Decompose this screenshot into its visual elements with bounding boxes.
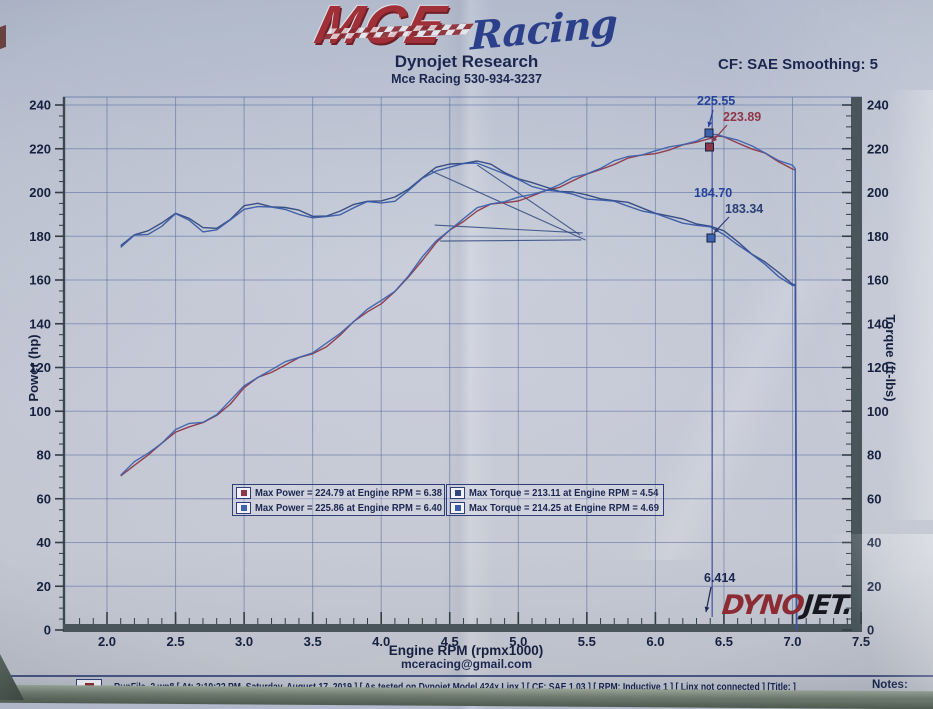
svg-text:7.5: 7.5 <box>852 634 870 649</box>
svg-text:200: 200 <box>29 185 51 200</box>
svg-text:160: 160 <box>29 273 51 288</box>
svg-text:240: 240 <box>867 98 889 113</box>
y-axis-label-right: Torque (ft-lbs) <box>883 314 898 401</box>
cursor-marker-icon <box>706 233 716 243</box>
mce-racing-logo: MCERacing <box>309 0 617 60</box>
svg-text:220: 220 <box>29 141 51 156</box>
svg-text:6.5: 6.5 <box>715 634 733 649</box>
x-axis-label: Engine RPM (rpmx1000) <box>389 643 544 658</box>
legend-label: Max Power = 224.79 at Engine RPM = 6.38 <box>255 486 442 499</box>
report-phone: Mce Racing 530-934-3237 <box>391 72 542 86</box>
axes <box>55 97 862 632</box>
paper-edge-highlight <box>873 90 933 520</box>
legend-box-power: Max Power = 224.79 at Engine RPM = 6.38 M… <box>232 484 445 516</box>
svg-text:6.0: 6.0 <box>646 634 664 649</box>
tick-labels: 2.02.53.03.54.04.55.05.56.06.57.07.50020… <box>29 98 888 650</box>
brand-racing-text: Racing <box>469 0 617 60</box>
legend-label: Max Power = 225.86 at Engine RPM = 6.40 <box>255 501 442 514</box>
svg-text:60: 60 <box>867 491 881 506</box>
svg-text:60: 60 <box>37 491 51 506</box>
svg-text:100: 100 <box>29 404 51 419</box>
svg-text:7.0: 7.0 <box>783 634 801 649</box>
annotation-arrow-icon <box>707 121 713 127</box>
footer-divider <box>0 675 933 677</box>
paper-fold <box>833 534 933 694</box>
y-axis-label-left: Power (hp) <box>26 334 41 401</box>
dynojet-logo-dyno: DYNO <box>720 590 806 621</box>
annotation-arrow-icon <box>704 606 710 612</box>
cursor-annotation: 225.55 <box>697 94 735 108</box>
svg-text:0: 0 <box>867 623 874 638</box>
paper-crease <box>560 280 900 560</box>
svg-text:140: 140 <box>29 316 51 331</box>
svg-text:5.0: 5.0 <box>509 634 527 649</box>
cursor-annotation: 183.34 <box>725 202 763 216</box>
svg-text:180: 180 <box>29 229 51 244</box>
svg-text:120: 120 <box>29 360 51 375</box>
svg-text:4.0: 4.0 <box>372 634 390 649</box>
power-curve <box>120 135 798 631</box>
legend-row: Max Power = 224.79 at Engine RPM = 6.38 <box>233 485 444 500</box>
svg-text:20: 20 <box>867 579 881 594</box>
svg-text:180: 180 <box>867 229 889 244</box>
report-title: Dynojet Research <box>394 52 539 71</box>
svg-text:40: 40 <box>867 535 881 550</box>
smoothing-info: CF: SAE Smoothing: 5 <box>718 56 878 73</box>
svg-text:140: 140 <box>867 316 889 331</box>
svg-text:80: 80 <box>867 448 881 463</box>
notes-label: Notes: <box>872 679 908 691</box>
legend-row: Max Power = 225.86 at Engine RPM = 6.40 <box>233 500 444 515</box>
legend-box-torque: Max Torque = 213.11 at Engine RPM = 4.54… <box>446 484 664 516</box>
svg-text:80: 80 <box>37 448 51 463</box>
svg-text:3.5: 3.5 <box>304 634 322 649</box>
torque-curve <box>120 162 798 631</box>
cursor-annotation: 223.89 <box>723 110 761 124</box>
svg-text:160: 160 <box>867 273 889 288</box>
gridlines <box>63 96 862 624</box>
legend-row: Max Torque = 214.25 at Engine RPM = 4.69 <box>447 500 663 515</box>
artifact-lines <box>430 164 586 242</box>
svg-text:5.5: 5.5 <box>578 634 596 649</box>
svg-text:200: 200 <box>867 185 889 200</box>
legend-label: Max Torque = 213.11 at Engine RPM = 4.54 <box>469 486 659 499</box>
photo-background-sliver <box>0 24 6 50</box>
cursor-marker-icon <box>704 128 714 138</box>
torque-curve <box>120 160 798 631</box>
legend-marker-icon <box>236 501 251 514</box>
svg-text:4.5: 4.5 <box>441 634 459 649</box>
cursor-annotation: 184.70 <box>694 186 732 200</box>
cursor-marker-icon <box>705 142 714 152</box>
svg-text:2.0: 2.0 <box>98 634 116 649</box>
annotation-arrow-icon <box>714 227 720 233</box>
svg-text:3.0: 3.0 <box>235 634 253 649</box>
svg-text:0: 0 <box>44 623 51 638</box>
legend-row: Max Torque = 213.11 at Engine RPM = 4.54 <box>447 485 663 500</box>
annotations: 225.55 223.89 184.70 183.34 6.414 <box>694 94 763 617</box>
svg-text:20: 20 <box>37 579 51 594</box>
annotation-arrow-icon <box>712 136 718 142</box>
cursor-annotation: 6.414 <box>704 571 735 585</box>
email-text: mceracing@gmail.com <box>400 657 533 671</box>
legend-label: Max Torque = 214.25 at Engine RPM = 4.69 <box>469 501 659 514</box>
svg-text:100: 100 <box>867 404 889 419</box>
svg-text:240: 240 <box>29 98 51 113</box>
legend-marker-icon <box>450 501 465 514</box>
power-curve <box>120 133 798 631</box>
svg-text:220: 220 <box>867 141 889 156</box>
legend-marker-icon <box>450 486 465 499</box>
curves <box>120 133 798 631</box>
svg-text:2.5: 2.5 <box>167 634 185 649</box>
svg-text:40: 40 <box>37 535 51 550</box>
svg-text:120: 120 <box>867 360 889 375</box>
legend-marker-icon <box>236 486 251 499</box>
